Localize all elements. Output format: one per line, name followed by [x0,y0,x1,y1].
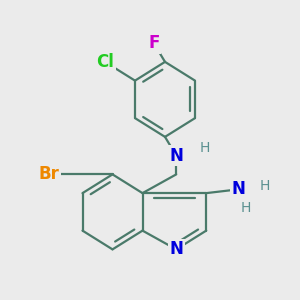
Text: N: N [169,147,183,165]
Text: H: H [259,178,270,193]
Text: N: N [231,180,245,198]
Text: H: H [240,201,251,215]
Text: Br: Br [38,165,59,183]
Text: N: N [169,240,183,258]
Text: F: F [148,34,159,52]
Text: H: H [199,141,210,155]
Text: Cl: Cl [96,53,114,71]
